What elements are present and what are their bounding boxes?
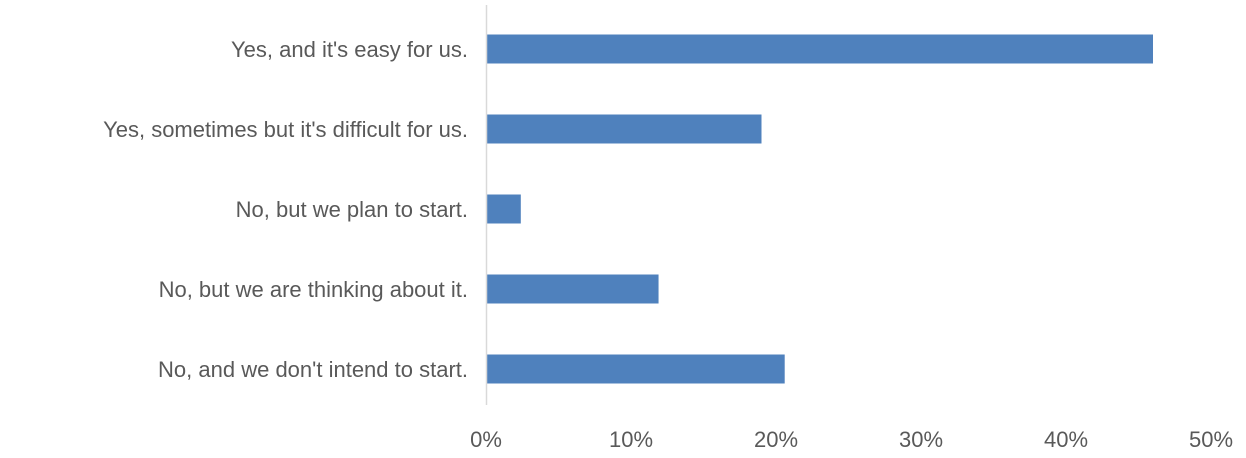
bars bbox=[486, 34, 1153, 384]
category-label: Yes, sometimes but it's difficult for us… bbox=[103, 117, 468, 142]
bar-no-and-we-don-t-intend-to-start bbox=[486, 354, 785, 384]
x-tick-label: 50% bbox=[1189, 427, 1233, 452]
bar-yes-and-it-s-easy-for-us bbox=[486, 34, 1153, 64]
x-tick-labels: 0% 10% 20% 30% 40% 50% bbox=[470, 427, 1233, 452]
x-tick-label: 30% bbox=[899, 427, 943, 452]
x-tick-label: 20% bbox=[754, 427, 798, 452]
category-label: Yes, and it's easy for us. bbox=[231, 37, 468, 62]
category-label: No, but we are thinking about it. bbox=[159, 277, 468, 302]
bar-no-but-we-are-thinking-about-it bbox=[486, 274, 659, 304]
category-labels: Yes, and it's easy for us. Yes, sometimes… bbox=[103, 37, 468, 382]
category-label: No, and we don't intend to start. bbox=[158, 357, 468, 382]
category-label: No, but we plan to start. bbox=[236, 197, 468, 222]
bar-yes-sometimes-but-it-s-difficult-for-us bbox=[486, 114, 762, 144]
x-tick-label: 40% bbox=[1044, 427, 1088, 452]
bar-no-but-we-plan-to-start bbox=[486, 194, 521, 224]
x-tick-label: 10% bbox=[609, 427, 653, 452]
x-tick-label: 0% bbox=[470, 427, 502, 452]
